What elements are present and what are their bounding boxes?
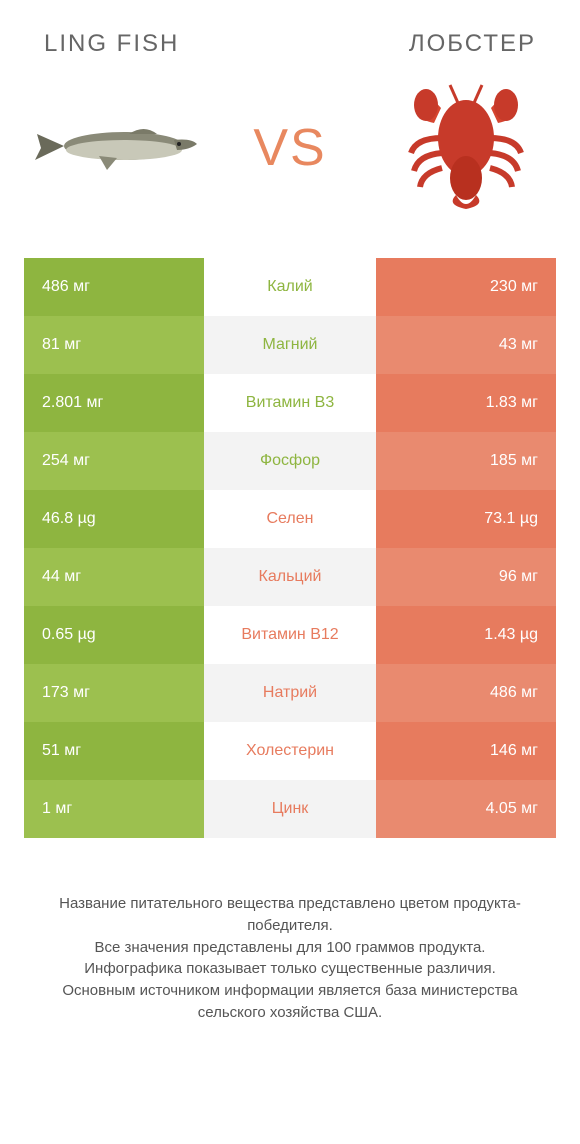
nutrient-name: Витамин B3 xyxy=(204,374,376,432)
nutrient-name: Калий xyxy=(204,258,376,316)
left-value: 44 мг xyxy=(24,548,204,606)
lobster-icon xyxy=(386,83,546,213)
right-value: 96 мг xyxy=(376,548,556,606)
right-value: 1.83 мг xyxy=(376,374,556,432)
footer-line: Основным источником информации является … xyxy=(34,980,546,1024)
fish-icon xyxy=(29,108,199,188)
right-value: 486 мг xyxy=(376,664,556,722)
table-row: 51 мгХолестерин146 мг xyxy=(24,722,556,780)
vs-label: VS xyxy=(253,118,326,178)
nutrient-name: Цинк xyxy=(204,780,376,838)
right-value: 43 мг xyxy=(376,316,556,374)
vs-row: VS xyxy=(24,68,556,258)
lobster-image xyxy=(376,78,556,218)
table-row: 173 мгНатрий486 мг xyxy=(24,664,556,722)
comparison-header: LING FISH ЛОБСТЕР xyxy=(24,30,556,68)
table-row: 46.8 µgСелен73.1 µg xyxy=(24,490,556,548)
nutrient-name: Селен xyxy=(204,490,376,548)
table-row: 486 мгКалий230 мг xyxy=(24,258,556,316)
table-row: 0.65 µgВитамин B121.43 µg xyxy=(24,606,556,664)
left-value: 173 мг xyxy=(24,664,204,722)
table-row: 2.801 мгВитамин B31.83 мг xyxy=(24,374,556,432)
ling-fish-image xyxy=(24,78,204,218)
right-value: 146 мг xyxy=(376,722,556,780)
left-value: 254 мг xyxy=(24,432,204,490)
left-value: 51 мг xyxy=(24,722,204,780)
left-value: 81 мг xyxy=(24,316,204,374)
nutrient-table: 486 мгКалий230 мг81 мгМагний43 мг2.801 м… xyxy=(24,258,556,838)
left-value: 46.8 µg xyxy=(24,490,204,548)
nutrient-name: Магний xyxy=(204,316,376,374)
footer-line: Инфографика показывает только существенн… xyxy=(34,958,546,980)
right-value: 230 мг xyxy=(376,258,556,316)
left-value: 2.801 мг xyxy=(24,374,204,432)
right-value: 73.1 µg xyxy=(376,490,556,548)
right-food-title: ЛОБСТЕР xyxy=(409,30,536,58)
table-row: 44 мгКальций96 мг xyxy=(24,548,556,606)
nutrient-name: Кальций xyxy=(204,548,376,606)
left-food-title: LING FISH xyxy=(44,30,179,58)
right-value: 185 мг xyxy=(376,432,556,490)
left-value: 0.65 µg xyxy=(24,606,204,664)
left-value: 486 мг xyxy=(24,258,204,316)
table-row: 254 мгФосфор185 мг xyxy=(24,432,556,490)
right-value: 1.43 µg xyxy=(376,606,556,664)
nutrient-name: Витамин B12 xyxy=(204,606,376,664)
nutrient-name: Натрий xyxy=(204,664,376,722)
footer-line: Все значения представлены для 100 граммо… xyxy=(34,937,546,959)
left-value: 1 мг xyxy=(24,780,204,838)
table-row: 1 мгЦинк4.05 мг xyxy=(24,780,556,838)
nutrient-name: Фосфор xyxy=(204,432,376,490)
table-row: 81 мгМагний43 мг xyxy=(24,316,556,374)
right-value: 4.05 мг xyxy=(376,780,556,838)
footer-notes: Название питательного вещества представл… xyxy=(24,893,556,1024)
footer-line: Название питательного вещества представл… xyxy=(34,893,546,937)
nutrient-name: Холестерин xyxy=(204,722,376,780)
